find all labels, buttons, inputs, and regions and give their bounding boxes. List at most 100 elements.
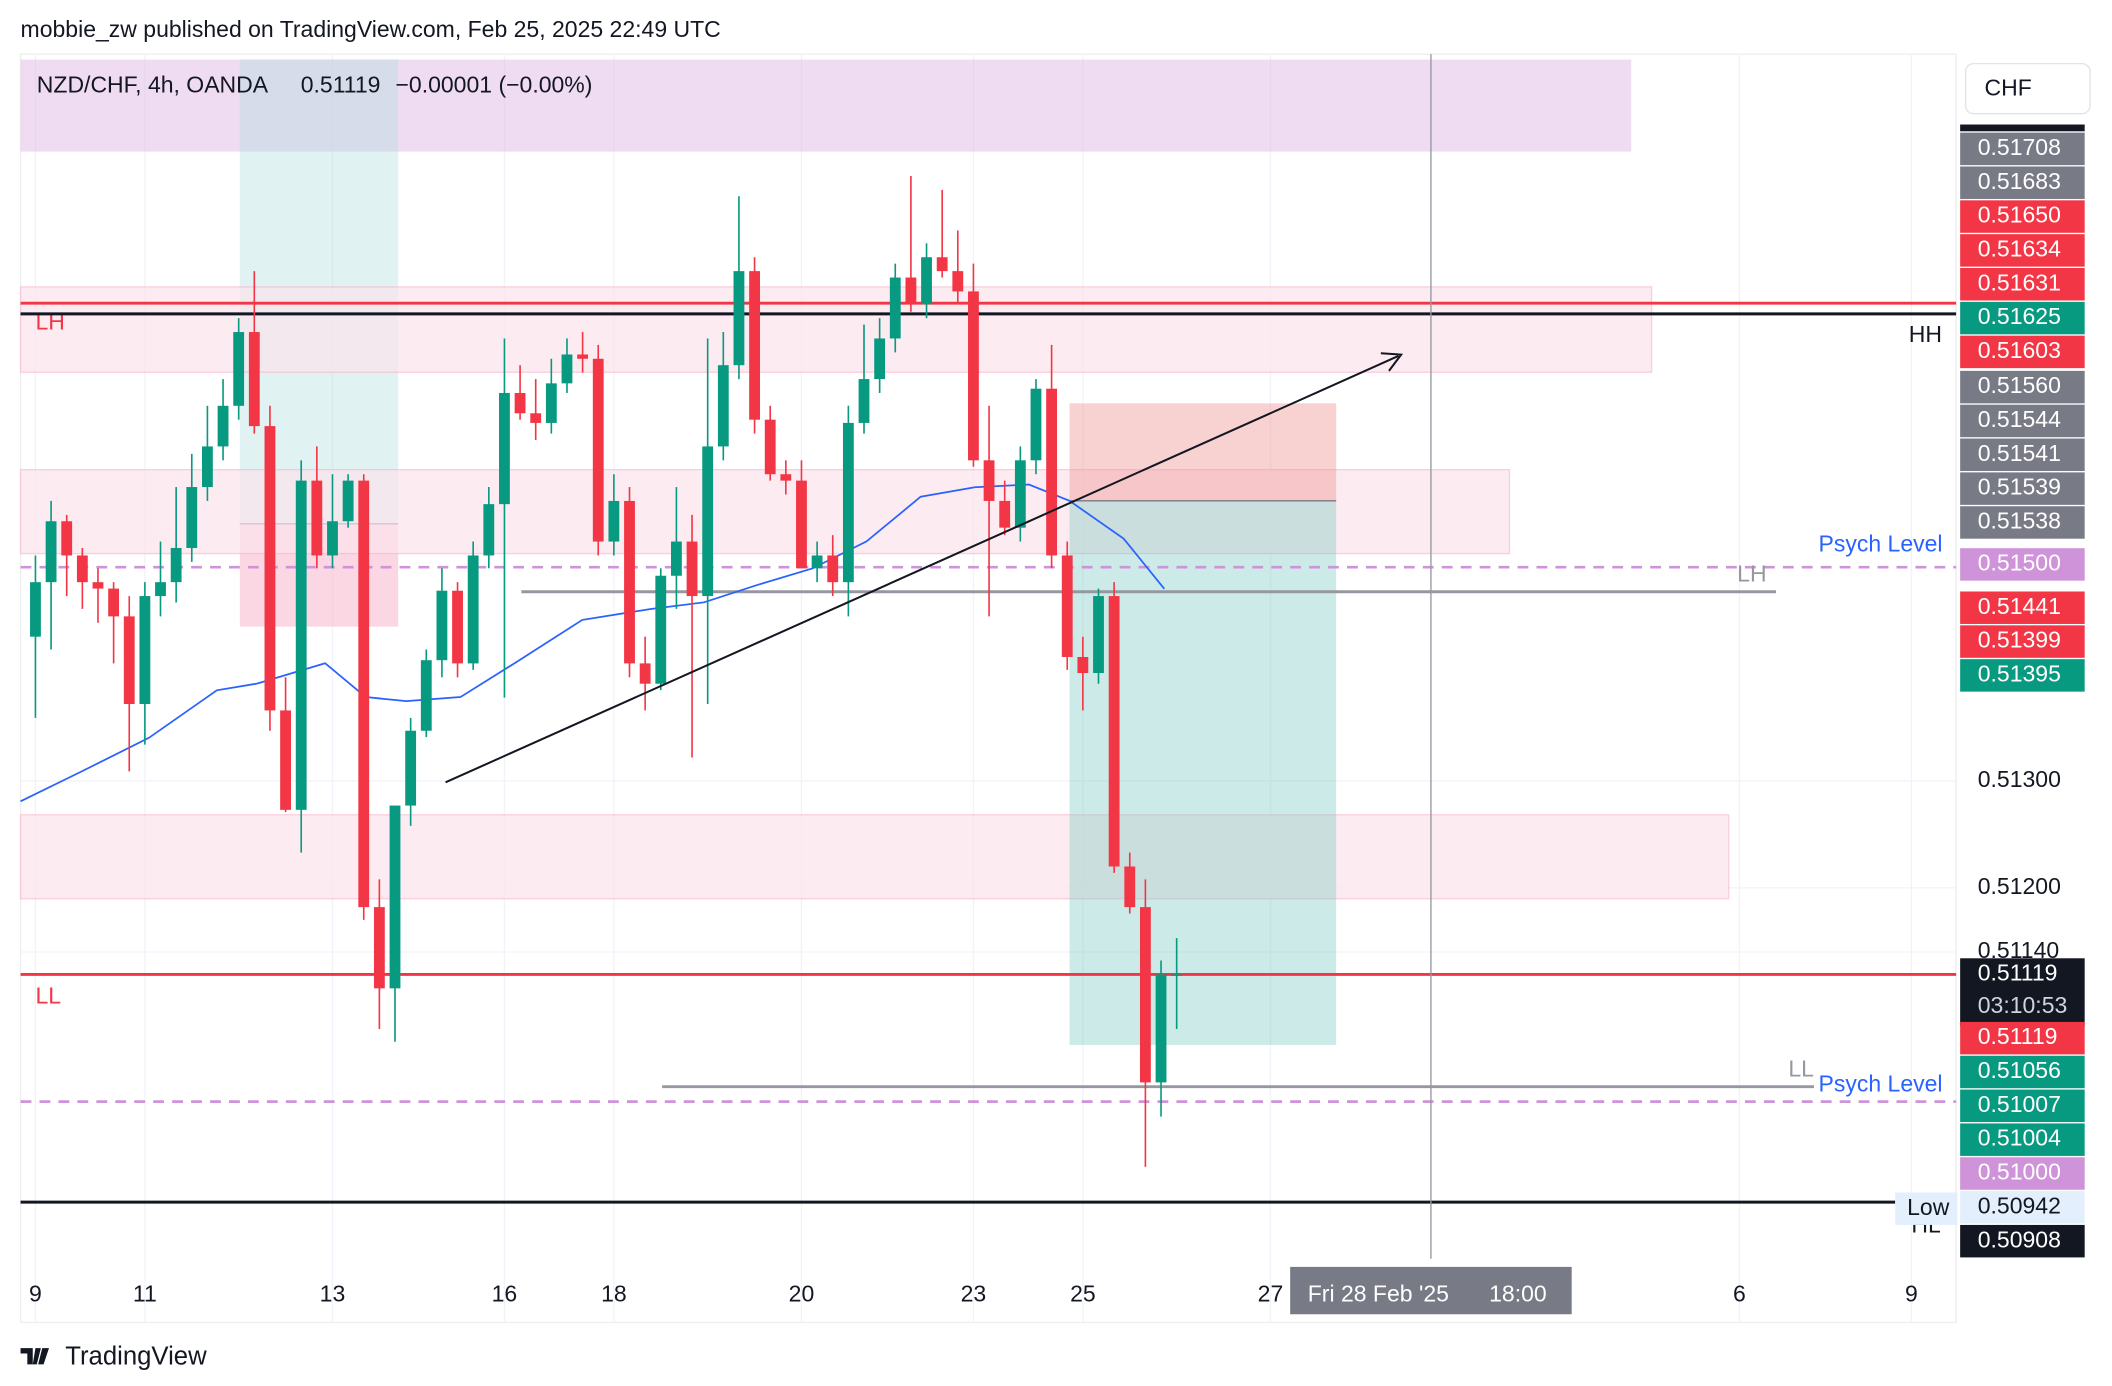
price-tag [1960, 1123, 2085, 1156]
price-tag [1960, 200, 2085, 233]
candle-body [1139, 907, 1151, 1083]
price-tag [1960, 370, 2085, 404]
price-tag [1960, 506, 2085, 539]
price-tag-label: 0.51538 [1978, 508, 2061, 534]
candle-body [342, 480, 354, 522]
price-tag [1960, 548, 2085, 581]
crosshair-time-label [1290, 1266, 1572, 1315]
price-tag [1960, 625, 2085, 658]
price-tag-label: 0.51541 [1978, 440, 2061, 466]
price-tag [1960, 1021, 2085, 1055]
candle-body [1061, 555, 1073, 657]
candle-body [1046, 388, 1058, 556]
candle-body [280, 710, 291, 810]
candles [30, 175, 1183, 1167]
trend-line [445, 355, 1399, 784]
level-label: HH [1909, 321, 1942, 347]
price-tag-label: 0.51399 [1978, 627, 2061, 653]
plot-frame [19, 53, 1957, 1324]
price-tag-label: 0.51119 [1978, 1023, 2058, 1049]
currency: CHF [1985, 74, 2032, 100]
price-tag [1960, 404, 2085, 438]
candle-body [702, 446, 714, 597]
price-tag-label: 0.51007 [1978, 1091, 2061, 1117]
candle-body [968, 291, 979, 461]
price-tag [1960, 1055, 2085, 1089]
candle-body [749, 271, 760, 420]
price-tag-label: 0.51560 [1978, 372, 2061, 398]
label-box [1895, 1192, 1958, 1225]
candle-body [1155, 974, 1167, 1083]
candle-body [264, 426, 276, 711]
candle-body [514, 392, 526, 414]
candle-body [655, 575, 667, 684]
candle-body [358, 480, 370, 908]
price-tag [1960, 591, 2085, 624]
price-tag [1960, 132, 2085, 166]
price-tag-label: 0.51004 [1978, 1125, 2061, 1151]
candle-body [1077, 656, 1089, 674]
price-tag-label: 0.51119 [1978, 960, 2058, 986]
candle-body [92, 582, 104, 589]
candle-body [139, 596, 151, 705]
moving-average [20, 483, 1165, 803]
candle-body [76, 555, 88, 583]
x-tick-label: 13 [320, 1280, 346, 1306]
candle-body [30, 582, 41, 637]
brand: TradingView [65, 1342, 207, 1370]
candle-body [983, 460, 995, 501]
candle-body [1124, 866, 1136, 908]
zone-pink [19, 286, 1653, 373]
candle-body [874, 338, 886, 380]
currency-button[interactable] [1964, 62, 2091, 115]
candle-body [936, 257, 948, 272]
price-tag [1960, 301, 2085, 335]
price-tag-label: 0.51650 [1978, 202, 2061, 228]
candle-body [373, 907, 385, 989]
price-tag [1960, 1089, 2085, 1123]
countdown: 03:10:53 [1978, 992, 2068, 1018]
x-tick-label: 6 [1733, 1280, 1746, 1306]
price-tag [1960, 267, 2085, 301]
candle-body [858, 379, 870, 423]
candle-body [405, 730, 417, 806]
price-tag-label: 0.50942 [1978, 1192, 2061, 1218]
candle-body [811, 555, 823, 569]
candle-body [780, 474, 792, 481]
price-tag [1960, 958, 2085, 1026]
price-tag-label: 0.51683 [1978, 168, 2061, 194]
x-tick-label: 9 [1905, 1280, 1918, 1306]
price-tag [1960, 1157, 2085, 1190]
candle-body [889, 277, 901, 339]
x-tick-label: 23 [961, 1280, 987, 1306]
candle-body [561, 354, 573, 384]
candle-body [155, 582, 166, 597]
candle-body [577, 354, 589, 359]
change: −0.00001 (−0.00%) [395, 72, 592, 98]
level-label: LL [1788, 1056, 1814, 1082]
candle-body [45, 521, 57, 583]
candle-body [1093, 596, 1104, 674]
price-tag-label: 0.51395 [1978, 660, 2061, 686]
candle-body [452, 590, 463, 664]
crosshair-time: 18:00 [1489, 1280, 1547, 1306]
y-tick-label: 0.51300 [1978, 766, 2061, 792]
candle-body [686, 541, 698, 597]
zone-pink [19, 814, 1730, 900]
x-tick-label: 27 [1258, 1280, 1284, 1306]
level-label: Psych Level [1819, 531, 1943, 557]
x-tick-label: 25 [1070, 1280, 1096, 1306]
y-tick-label: 0.51200 [1978, 873, 2061, 899]
candle-body [1171, 974, 1183, 976]
logo [20, 1348, 49, 1365]
candle-body [764, 419, 776, 475]
candle-body [389, 805, 401, 989]
x-tick-label: 16 [492, 1280, 518, 1306]
candle-body [186, 487, 198, 548]
price-tag [1960, 335, 2085, 369]
arrow-head [1380, 352, 1404, 372]
candle-body [608, 500, 620, 542]
